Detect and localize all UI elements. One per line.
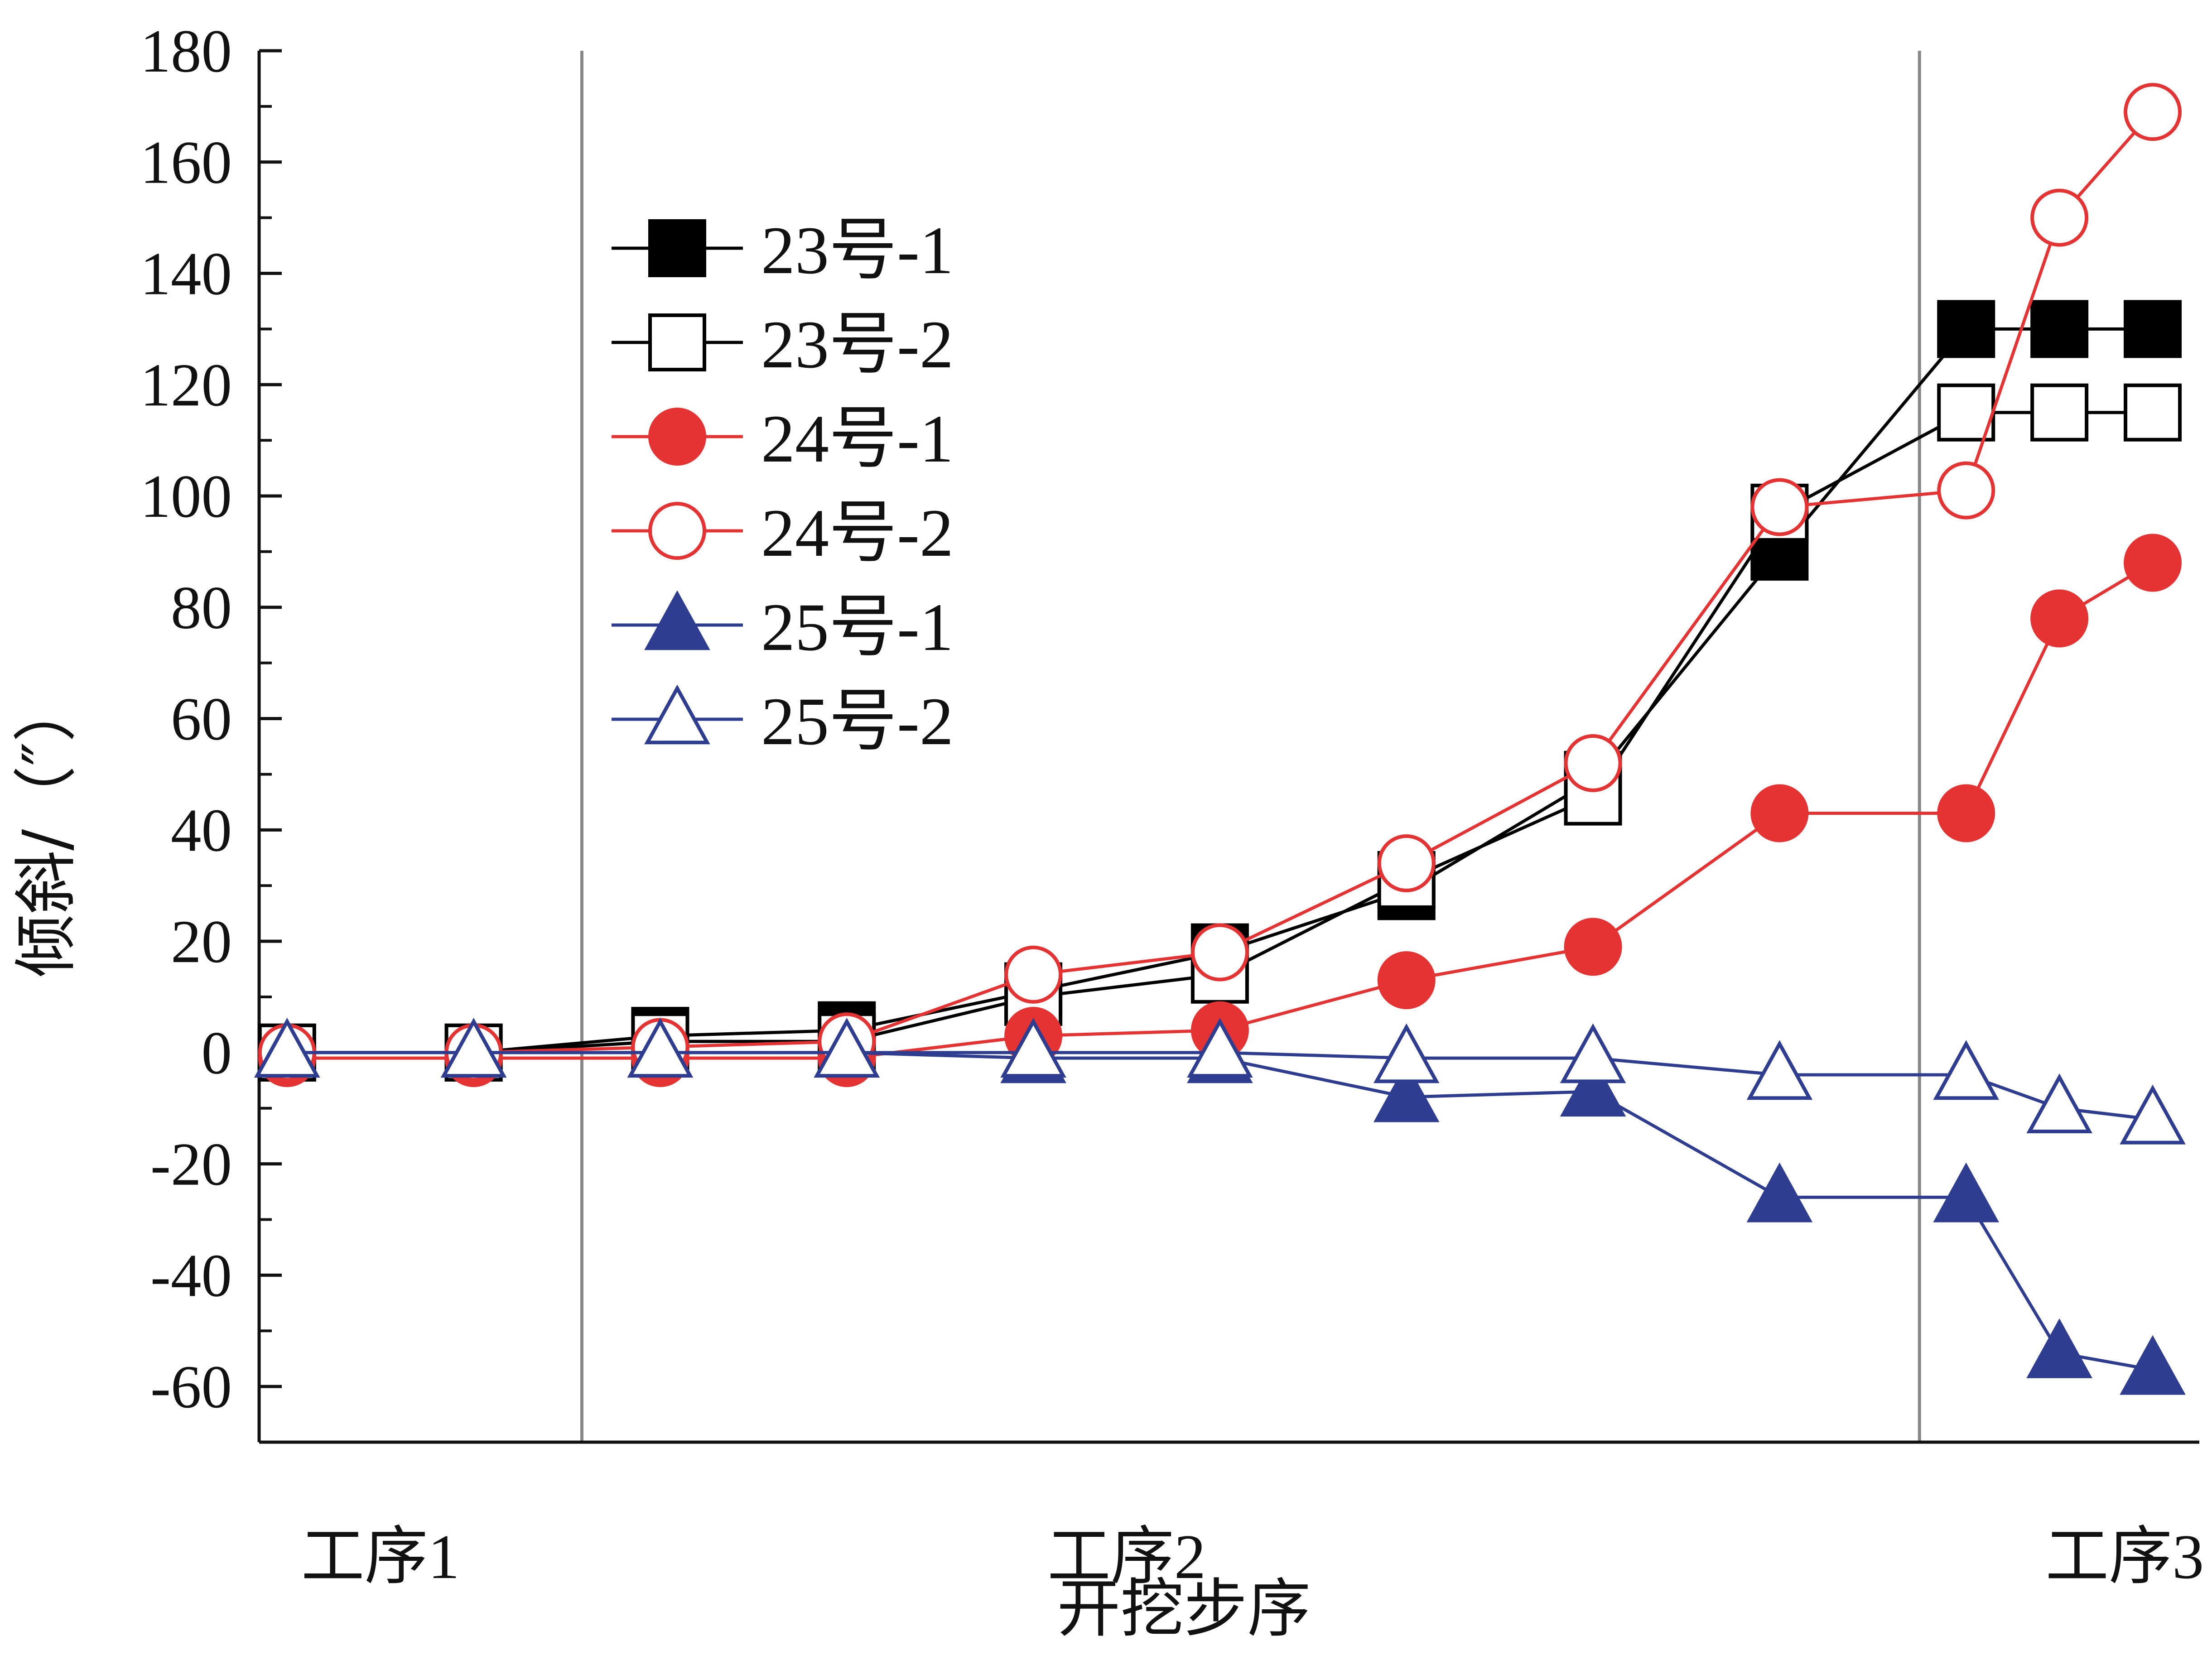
data-point xyxy=(1746,1040,1813,1100)
series-layer xyxy=(254,83,2186,1395)
x-axis-stage-labels: 工序1 工序2 工序3 xyxy=(301,1522,2204,1592)
data-point xyxy=(440,1018,507,1078)
data-point xyxy=(2124,534,2182,592)
data-point xyxy=(814,1018,880,1078)
y-tick-label: 160 xyxy=(140,129,232,197)
stage-dividers xyxy=(580,51,1921,1442)
data-point xyxy=(2026,1073,2092,1134)
y-tick-label: 80 xyxy=(171,574,232,642)
axes xyxy=(257,51,2199,1444)
data-point xyxy=(1750,784,1809,842)
data-point xyxy=(1377,834,1436,893)
y-tick-label: -60 xyxy=(150,1353,232,1421)
legend-label: 25号-2 xyxy=(761,684,954,759)
data-point xyxy=(1564,734,1622,792)
data-point xyxy=(1190,923,1249,982)
y-axis-ticks: -60 -40 -20 0 20 40 60 80 100 120 140 160 180 xyxy=(140,18,282,1444)
data-point xyxy=(2124,83,2182,141)
legend-item-3: 24号-1 xyxy=(612,401,954,476)
y-tick-label: 20 xyxy=(171,908,232,976)
data-point xyxy=(1377,951,1436,1010)
legend-item-6: 25号-2 xyxy=(612,684,954,759)
y-axis-title: 倾斜/（″） xyxy=(10,679,83,977)
y-tick-label: 40 xyxy=(171,797,232,864)
data-point xyxy=(1187,1018,1253,1078)
y-tick-label: 120 xyxy=(140,351,232,419)
data-point xyxy=(2030,300,2089,358)
legend: 23号-1 23号-2 24号-1 24号-2 25号-1 25号-2 xyxy=(612,213,954,759)
x-axis-title: 开挖步序 xyxy=(1057,1572,1311,1646)
series-line xyxy=(287,561,2154,1060)
legend-marker xyxy=(644,684,710,745)
data-point xyxy=(1933,1162,1999,1222)
data-point xyxy=(2030,383,2089,442)
x-stage-label-3: 工序3 xyxy=(2045,1522,2204,1592)
legend-label: 23号-2 xyxy=(761,307,954,382)
data-point xyxy=(1000,1018,1066,1078)
series-3 xyxy=(258,534,2182,1088)
y-tick-label: 100 xyxy=(140,463,232,530)
data-point xyxy=(2030,589,2089,648)
y-tick-label: 0 xyxy=(202,1020,232,1087)
data-point xyxy=(1564,918,1622,976)
y-tick-label: 140 xyxy=(140,241,232,308)
legend-marker xyxy=(648,502,706,560)
data-point xyxy=(2026,1318,2092,1378)
data-point xyxy=(1746,1162,1813,1222)
data-point xyxy=(1937,784,1995,842)
legend-marker xyxy=(648,408,706,466)
y-tick-label: 60 xyxy=(171,686,232,753)
series-6 xyxy=(254,1018,2186,1145)
legend-label: 24号-1 xyxy=(761,401,954,476)
series-line xyxy=(287,111,2154,1054)
data-point xyxy=(1373,1062,1440,1122)
legend-label: 25号-1 xyxy=(761,590,954,665)
data-point xyxy=(1933,1040,1999,1100)
y-tick-label: -20 xyxy=(150,1131,232,1198)
data-point xyxy=(1373,1023,1440,1083)
data-point xyxy=(1004,945,1063,1004)
series-4 xyxy=(258,83,2182,1082)
x-stage-label-2: 工序2 xyxy=(1047,1522,1206,1592)
legend-marker xyxy=(648,219,706,277)
data-point xyxy=(1560,1057,1626,1117)
data-point xyxy=(2120,1084,2186,1145)
legend-label: 24号-2 xyxy=(761,496,954,571)
data-point xyxy=(1937,383,1995,442)
data-point xyxy=(1560,1023,1626,1083)
x-stage-label-1: 工序1 xyxy=(301,1522,460,1592)
data-point xyxy=(254,1018,320,1078)
legend-item-2: 23号-2 xyxy=(612,307,954,382)
legend-marker xyxy=(644,590,710,650)
legend-item-5: 25号-1 xyxy=(612,590,954,665)
data-point xyxy=(627,1018,694,1078)
data-point xyxy=(2124,383,2182,442)
series-line xyxy=(287,1051,2153,1371)
y-tick-label: -40 xyxy=(150,1242,232,1309)
legend-item-4: 24号-2 xyxy=(612,496,954,571)
data-point xyxy=(1937,300,1995,358)
y-tick-label: 180 xyxy=(140,18,232,85)
data-point xyxy=(1937,461,1995,520)
legend-marker xyxy=(648,313,706,371)
data-point xyxy=(2120,1335,2186,1395)
data-point xyxy=(1750,478,1809,536)
data-point xyxy=(2124,300,2182,358)
data-point xyxy=(2030,188,2089,247)
legend-label: 23号-1 xyxy=(761,213,954,288)
legend-item-1: 23号-1 xyxy=(612,213,954,288)
